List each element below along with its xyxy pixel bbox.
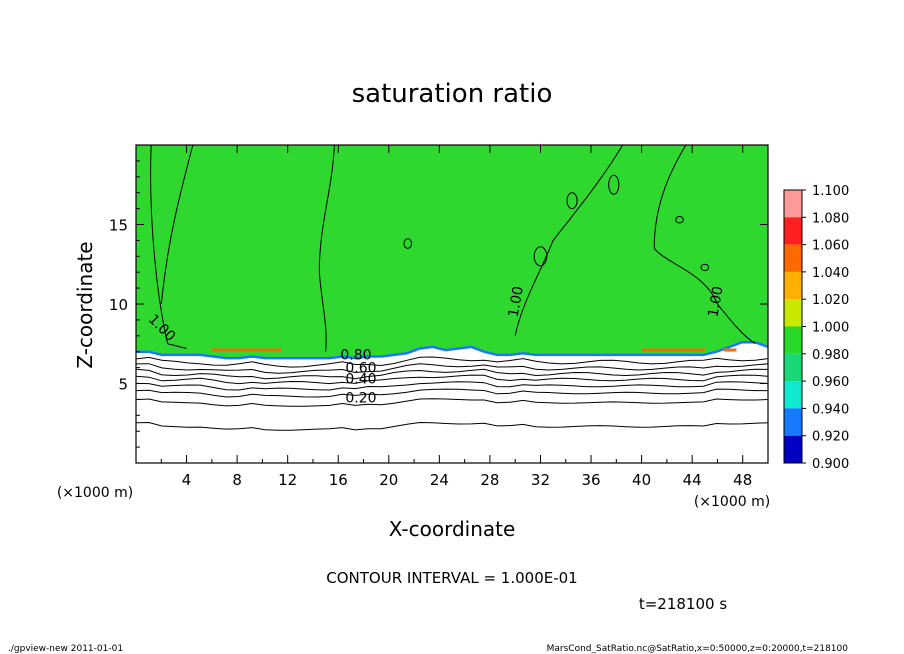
contour-loop (403, 238, 413, 249)
contour-line (135, 398, 769, 407)
x-tick-label: 20 (379, 471, 398, 489)
y-unit-label: (×1000 m) (57, 485, 133, 501)
colorbar-swatch (784, 244, 802, 272)
x-unit-label: (×1000 m) (694, 494, 770, 510)
x-tick-label: 44 (683, 471, 702, 489)
colorbar-swatch (784, 190, 802, 218)
colorbar: 1.100 1.080 1.060 1.040 1.020 1.000 0.980 0.960… (783, 184, 849, 472)
y-axis-label: Z-coordinate (73, 241, 97, 368)
warm-patch (211, 348, 282, 352)
contour-loop (533, 246, 548, 267)
y-tick-label: 15 (109, 217, 128, 235)
time-label: t=218100 s (639, 595, 727, 613)
x-tick-label: 28 (480, 471, 499, 489)
contour-line (160, 144, 194, 305)
colorbar-swatch (784, 271, 802, 300)
contour-label: 1.00 (506, 285, 527, 318)
x-tick-label: 36 (581, 471, 600, 489)
contour-line (135, 421, 769, 431)
colorbar-swatch (784, 299, 802, 327)
x-tick-label: 40 (632, 471, 651, 489)
contour-lines (135, 144, 769, 431)
contour-line (150, 144, 187, 350)
colorbar-swatch (784, 326, 802, 354)
y-axis: 5 10 15 (109, 160, 768, 448)
warm-patch (641, 348, 705, 352)
contour-loop (608, 174, 620, 195)
colorbar-label: 0.960 (812, 375, 849, 390)
chart-title: saturation ratio (352, 79, 553, 109)
contour-label: 0.80 (340, 348, 371, 364)
contour-label: 1.00 (705, 285, 726, 318)
contour-label: 0.20 (345, 391, 376, 407)
plot-area: 1.001.00 1.000.800.600.400.20 (135, 144, 769, 464)
colorbar-label: 1.060 (812, 239, 849, 254)
colorbar-swatch (784, 435, 802, 463)
colorbar-label: 1.100 (812, 184, 849, 199)
colorbar-label: 1.000 (812, 321, 849, 336)
contour-line (318, 144, 335, 352)
colorbar-swatch (784, 381, 802, 409)
x-tick-label: 16 (329, 471, 348, 489)
x-tick-label: 8 (232, 471, 242, 489)
x-tick-label: 4 (182, 471, 192, 489)
contour-loop (566, 192, 578, 210)
colorbar-label: 0.900 (812, 457, 849, 472)
surface-band (136, 340, 769, 360)
x-axis: 4 8 12 16 20 24 28 32 36 40 44 48 (160, 145, 752, 489)
contour-line (135, 363, 769, 374)
contour-loop (675, 216, 684, 224)
y-tick-label: 5 (118, 376, 128, 394)
contour-line (135, 381, 769, 391)
colorbar-swatch (784, 408, 802, 436)
contour-line (514, 144, 624, 336)
colorbar-label: 1.040 (812, 266, 849, 281)
footer-right: MarsCond_SatRatio.nc@SatRatio,x=0:50000,… (547, 644, 849, 654)
contour-loop (700, 263, 710, 272)
colorbar-swatch (784, 353, 802, 382)
colorbar-label: 1.020 (812, 293, 849, 308)
x-tick-label: 12 (278, 471, 297, 489)
colorbar-label: 0.980 (812, 348, 849, 363)
contour-line (135, 368, 769, 380)
footer-left: ./gpview-new 2011-01-01 (8, 644, 123, 654)
contour-line (135, 374, 769, 385)
contour-line (135, 388, 768, 398)
contour-line (135, 356, 769, 368)
x-axis-label: X-coordinate (389, 517, 516, 541)
colorbar-swatch (784, 217, 802, 245)
colorbar-label: 0.940 (812, 402, 849, 417)
colorbar-label: 1.080 (812, 211, 849, 226)
contour-interval-note: CONTOUR INTERVAL = 1.000E-01 (326, 569, 577, 587)
contour-line (653, 144, 756, 345)
y-tick-label: 10 (109, 296, 128, 314)
contour-label: 0.60 (345, 360, 376, 376)
colorbar-label: 0.920 (812, 430, 849, 445)
x-tick-label: 32 (531, 471, 550, 489)
x-tick-label: 24 (430, 471, 449, 489)
contour-label: 0.40 (345, 372, 376, 388)
warm-patch (723, 348, 737, 352)
x-tick-label: 48 (733, 471, 752, 489)
